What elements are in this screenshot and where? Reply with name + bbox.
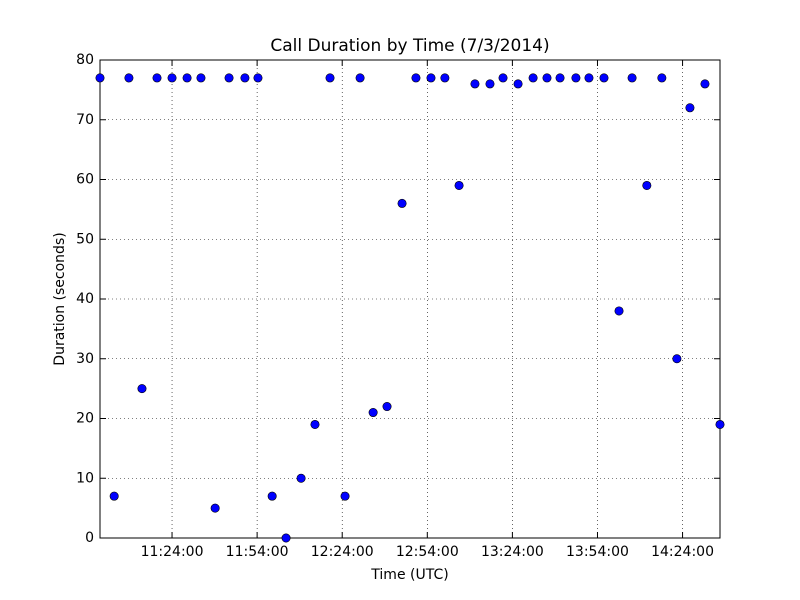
point	[210, 503, 220, 513]
point	[325, 73, 335, 83]
y-tick-label: 20	[76, 411, 94, 427]
y-tick-label: 50	[76, 231, 94, 247]
point	[685, 103, 695, 113]
point	[715, 419, 725, 429]
point	[411, 73, 421, 83]
point	[281, 533, 291, 543]
point	[397, 198, 407, 208]
point	[485, 79, 495, 89]
point	[240, 73, 250, 83]
point	[642, 180, 652, 190]
point	[470, 79, 480, 89]
point	[542, 73, 552, 83]
point	[614, 306, 624, 316]
x-tick-label: 13:54:00	[566, 544, 629, 560]
point	[700, 79, 710, 89]
point	[599, 73, 609, 83]
point	[454, 180, 464, 190]
point	[152, 73, 162, 83]
point	[167, 73, 177, 83]
point	[95, 73, 105, 83]
x-axis-label: Time (UTC)	[370, 567, 448, 583]
y-tick-label: 30	[76, 351, 94, 367]
y-tick-label: 0	[85, 530, 94, 546]
point	[267, 491, 277, 501]
y-tick-label: 10	[76, 470, 94, 486]
point	[109, 491, 119, 501]
point	[672, 354, 682, 364]
y-tick-label: 60	[76, 172, 94, 188]
x-tick-label: 12:54:00	[396, 544, 459, 560]
x-tick-label: 13:24:00	[481, 544, 544, 560]
point	[340, 491, 350, 501]
point	[498, 73, 508, 83]
point	[368, 408, 378, 418]
point	[584, 73, 594, 83]
plot-frame	[99, 59, 721, 539]
point	[355, 73, 365, 83]
point	[224, 73, 234, 83]
point	[571, 73, 581, 83]
y-axis-label: Duration (seconds)	[52, 232, 68, 365]
point	[627, 73, 637, 83]
point	[657, 73, 667, 83]
point	[528, 73, 538, 83]
point	[296, 473, 306, 483]
point	[426, 73, 436, 83]
x-tick-label: 12:24:00	[311, 544, 374, 560]
point	[196, 73, 206, 83]
point	[382, 402, 392, 412]
point	[440, 73, 450, 83]
y-tick-label: 70	[76, 112, 94, 128]
y-tick-label: 40	[76, 291, 94, 307]
point	[253, 73, 263, 83]
point	[182, 73, 192, 83]
point	[310, 419, 320, 429]
x-tick-label: 11:54:00	[226, 544, 289, 560]
x-tick-label: 11:24:00	[141, 544, 204, 560]
point	[513, 79, 523, 89]
x-tick-label: 14:24:00	[651, 544, 714, 560]
point	[555, 73, 565, 83]
point	[124, 73, 134, 83]
point	[137, 384, 147, 394]
y-tick-label: 80	[76, 52, 94, 68]
chart-title: Call Duration by Time (7/3/2014)	[270, 36, 549, 56]
